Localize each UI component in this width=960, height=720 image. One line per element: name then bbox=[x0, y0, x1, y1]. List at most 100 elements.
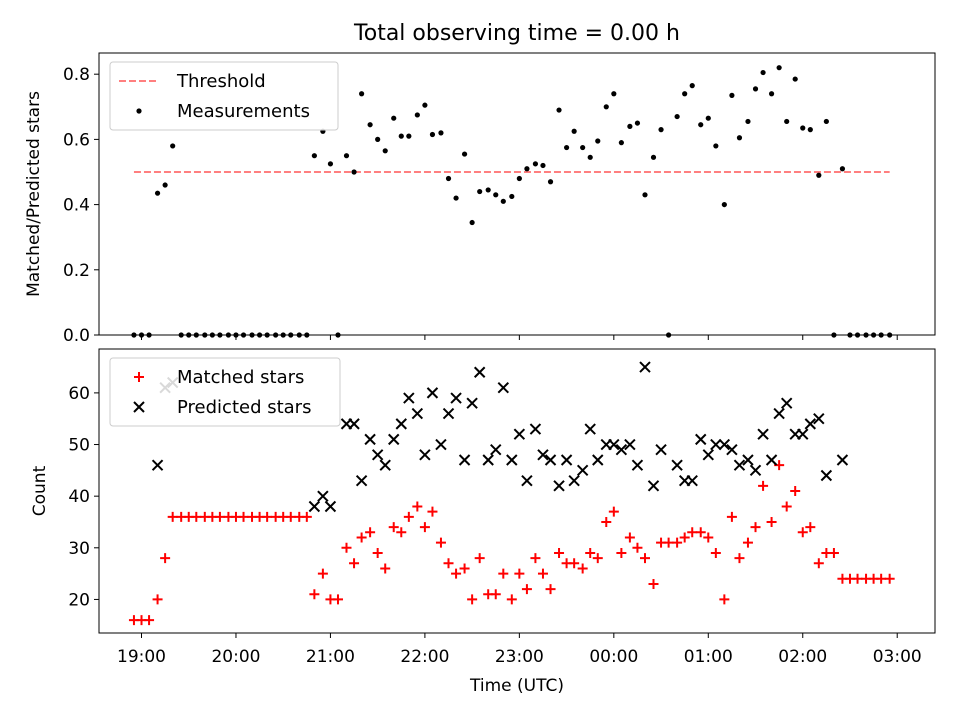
measurement-point bbox=[375, 136, 381, 142]
measurement-point bbox=[154, 190, 161, 196]
predicted-star-point bbox=[686, 474, 698, 487]
measurement-point bbox=[170, 143, 176, 149]
predicted-star-point bbox=[466, 397, 478, 409]
legend-matched-swatch bbox=[134, 372, 144, 382]
measurement-point bbox=[547, 179, 554, 185]
matched-star-point bbox=[301, 511, 312, 522]
matched-star-point bbox=[537, 568, 548, 579]
predicted-star-point bbox=[804, 418, 817, 430]
matched-star-point bbox=[781, 501, 792, 512]
matched-star-point bbox=[309, 589, 320, 600]
matched-star-point bbox=[601, 516, 612, 527]
matched-star-point bbox=[703, 532, 714, 543]
legend-measurement-swatch bbox=[136, 108, 142, 114]
measurement-point bbox=[674, 113, 680, 120]
predicted-star-point bbox=[364, 433, 376, 446]
matched-star-point bbox=[167, 511, 178, 522]
measurement-point bbox=[524, 166, 530, 172]
x-axis-label: Time (UTC) bbox=[469, 676, 564, 696]
measurement-point bbox=[721, 201, 727, 208]
matched-star-point bbox=[624, 532, 635, 543]
matched-star-point bbox=[750, 522, 761, 533]
measurement-point bbox=[556, 107, 562, 113]
matched-star-point bbox=[679, 532, 690, 543]
measurement-point bbox=[343, 153, 350, 159]
matched-star-point bbox=[687, 527, 698, 538]
measurement-point bbox=[595, 138, 601, 144]
y-tick-label: 0.4 bbox=[63, 196, 90, 216]
measurement-point bbox=[839, 166, 846, 172]
measurement-point bbox=[500, 198, 506, 204]
matched-star-point bbox=[813, 558, 824, 569]
matched-star-point bbox=[719, 594, 730, 605]
matched-star-point bbox=[876, 573, 887, 584]
measurement-point bbox=[729, 92, 735, 98]
bottom-panel-counts: 20 30 40 50 60 19:00 20:00 21:00 22:00 23:00 00:00… bbox=[30, 348, 936, 696]
measurement-point bbox=[571, 128, 577, 134]
matched-star-point bbox=[592, 553, 603, 564]
predicted-star-point bbox=[608, 438, 620, 451]
predicted-star-point bbox=[615, 443, 628, 456]
measurement-point bbox=[327, 161, 334, 167]
measurement-point bbox=[445, 175, 452, 182]
measurement-point bbox=[351, 169, 357, 175]
measurement-point bbox=[398, 133, 404, 139]
predicted-star-point bbox=[490, 443, 502, 456]
predicted-star-point bbox=[537, 449, 549, 461]
matched-star-point bbox=[577, 563, 588, 574]
matched-star-point bbox=[742, 537, 753, 548]
predicted-star-point bbox=[655, 443, 667, 456]
matched-star-point bbox=[790, 486, 801, 496]
measurement-point bbox=[563, 144, 570, 151]
predicted-star-point bbox=[568, 474, 580, 487]
measurement-point bbox=[807, 127, 813, 133]
predicted-star-point bbox=[710, 438, 722, 451]
matched-star-point bbox=[506, 594, 517, 605]
measurement-point bbox=[587, 154, 593, 160]
measurement-point bbox=[461, 151, 468, 157]
y-axis-label: Count bbox=[30, 465, 50, 516]
matched-star-point bbox=[332, 594, 343, 605]
predicted-star-point bbox=[813, 413, 825, 425]
measurement-point bbox=[713, 143, 719, 149]
legend-predicted-label: Predicted stars bbox=[177, 397, 311, 418]
predicted-star-point bbox=[576, 464, 589, 477]
measurement-point bbox=[627, 123, 633, 129]
matched-star-point bbox=[403, 511, 414, 522]
predicted-star-point bbox=[317, 490, 329, 502]
measurement-point bbox=[367, 122, 373, 128]
measurement-point bbox=[760, 69, 766, 76]
matched-star-point bbox=[191, 511, 202, 522]
matched-star-point bbox=[467, 594, 478, 605]
matched-star-point bbox=[160, 553, 171, 564]
y-tick-label: 60 bbox=[68, 384, 90, 404]
predicted-star-point bbox=[395, 418, 407, 430]
matched-star-point bbox=[214, 511, 225, 522]
measurement-point bbox=[406, 133, 412, 139]
predicted-star-point bbox=[647, 480, 660, 492]
predicted-star-point bbox=[379, 459, 391, 471]
y-axis-label: Matched/Predicted stars bbox=[24, 91, 44, 297]
matched-star-point bbox=[317, 568, 328, 579]
matched-star-point bbox=[695, 527, 706, 538]
predicted-star-point bbox=[584, 423, 596, 435]
matched-star-point bbox=[341, 542, 352, 553]
measurement-point bbox=[682, 91, 688, 97]
matched-star-point bbox=[490, 589, 501, 600]
predicted-star-point bbox=[473, 366, 486, 378]
axes-frame bbox=[98, 52, 936, 336]
matched-star-point bbox=[372, 547, 383, 558]
measurement-point bbox=[485, 187, 491, 193]
predicted-star-point bbox=[624, 438, 636, 451]
measurement-point bbox=[752, 86, 759, 92]
measurement-point bbox=[438, 130, 444, 136]
matched-star-point bbox=[356, 532, 367, 543]
predicted-star-point bbox=[718, 438, 731, 451]
matched-star-point bbox=[797, 527, 808, 538]
matched-star-point bbox=[672, 537, 683, 548]
measurement-point bbox=[689, 83, 695, 89]
measurement-point bbox=[391, 115, 397, 121]
matched-star-point bbox=[585, 547, 596, 558]
predicted-star-point bbox=[308, 500, 321, 513]
